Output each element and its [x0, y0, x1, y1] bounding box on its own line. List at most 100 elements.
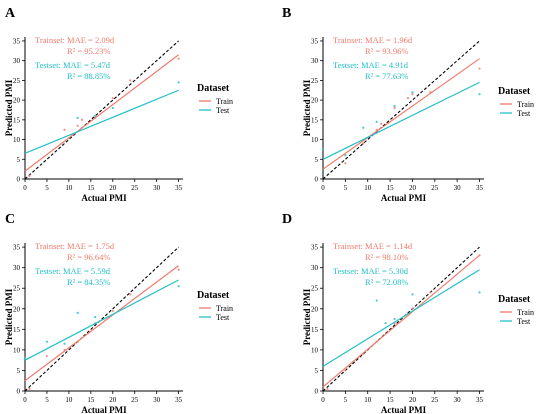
- y-axis-title: Predicted PMI: [302, 79, 312, 136]
- test-point: [45, 340, 49, 343]
- annotation-mae: Trainset: MAE = 1.14d: [333, 241, 413, 251]
- x-axis-title: Actual PMI: [381, 405, 427, 414]
- y-tick-label: 25: [13, 77, 21, 85]
- train-point: [375, 128, 378, 131]
- annotation-r2: R² = 95.23%: [67, 46, 110, 56]
- train-point: [380, 122, 383, 125]
- x-tick-label: 15: [87, 396, 95, 404]
- legend-label-train: Train: [216, 304, 233, 313]
- x-tick-label: 0: [321, 184, 325, 192]
- x-tick-label: 25: [431, 396, 439, 404]
- test-point: [76, 311, 79, 314]
- panel-b: B 0 5 10 15 20 25 30 35 0 5 10 15 20 25 30 35 Actual PMI P…: [282, 6, 534, 203]
- test-point: [63, 342, 66, 345]
- test-point: [478, 291, 481, 294]
- x-tick-label: 20: [109, 396, 117, 404]
- identity-line: [24, 40, 179, 180]
- y-tick-label: 15: [13, 116, 21, 124]
- y-tick-label: 0: [17, 176, 21, 184]
- test-fit-line: [322, 81, 480, 160]
- x-tick-label: 25: [131, 396, 139, 404]
- legend-title: Dataset: [197, 83, 230, 94]
- test-fit-line: [24, 279, 179, 361]
- annotation-r2: R² = 72.08%: [365, 277, 408, 287]
- test-point: [375, 120, 378, 123]
- y-tick-label: 10: [13, 136, 21, 144]
- y-tick-label: 35: [13, 244, 21, 252]
- test-point: [344, 154, 347, 157]
- test-fit-line: [24, 89, 179, 154]
- test-point: [411, 91, 414, 94]
- x-tick-label: 0: [321, 396, 325, 404]
- x-tick-label: 5: [45, 396, 49, 404]
- train-point: [478, 254, 481, 257]
- panel-letter: A: [5, 6, 16, 21]
- train-point: [80, 118, 84, 121]
- y-tick-label: 5: [17, 156, 21, 164]
- x-tick-label: 20: [109, 184, 117, 192]
- legend-label-test: Test: [517, 109, 531, 118]
- x-tick-label: 10: [364, 396, 372, 404]
- train-fit-line: [322, 58, 480, 170]
- test-point: [478, 93, 481, 96]
- y-tick-label: 35: [311, 37, 319, 45]
- train-point: [344, 162, 347, 165]
- y-tick-label: 20: [13, 305, 21, 313]
- test-point: [393, 317, 396, 321]
- panel-d: D 0 5 10 15 20 25 30 35 0 5 10 15 20 25 30 35 Actual PMI P…: [282, 212, 534, 414]
- y-tick-label: 25: [311, 285, 319, 293]
- x-tick-label: 10: [364, 184, 372, 192]
- annotation-mae: Testset: MAE = 5.59d: [35, 266, 111, 276]
- legend-title: Dataset: [498, 86, 531, 97]
- test-point: [94, 315, 97, 319]
- legend-title: Dataset: [498, 294, 531, 305]
- y-tick-label: 10: [311, 136, 319, 144]
- y-tick-label: 25: [13, 285, 21, 293]
- train-point: [344, 369, 347, 372]
- train-point: [76, 340, 79, 343]
- train-point: [76, 124, 79, 127]
- train-point: [45, 354, 49, 358]
- y-tick-label: 10: [311, 346, 319, 354]
- y-tick-label: 15: [311, 326, 319, 334]
- train-point: [393, 106, 396, 110]
- train-point: [94, 116, 97, 119]
- y-tick-label: 0: [315, 388, 319, 396]
- test-point: [111, 106, 114, 110]
- x-tick-label: 35: [476, 184, 484, 192]
- y-tick-label: 30: [13, 264, 21, 272]
- legend-label-train: Train: [517, 100, 534, 109]
- test-point: [76, 116, 79, 119]
- test-point: [411, 293, 414, 296]
- test-point: [321, 148, 325, 151]
- x-tick-label: 15: [387, 184, 395, 192]
- legend-label-train: Train: [517, 308, 534, 317]
- test-point: [94, 114, 97, 117]
- y-tick-label: 20: [13, 97, 21, 105]
- x-tick-label: 30: [454, 396, 462, 404]
- train-point: [326, 387, 329, 391]
- x-tick-label: 5: [45, 184, 49, 192]
- train-point: [406, 97, 410, 100]
- train-point: [429, 91, 432, 94]
- annotation-mae: Testset: MAE = 5.47d: [35, 60, 111, 70]
- test-point: [177, 285, 180, 288]
- train-point: [28, 174, 31, 177]
- test-point: [23, 357, 27, 360]
- y-tick-label: 5: [315, 156, 319, 164]
- y-tick-label: 20: [311, 305, 319, 313]
- x-tick-label: 30: [454, 184, 462, 192]
- x-tick-label: 35: [175, 184, 183, 192]
- annotation-mae: Trainset: MAE = 1.96d: [333, 35, 413, 45]
- y-tick-label: 5: [17, 367, 21, 375]
- train-point: [362, 142, 365, 145]
- annotation-mae: Trainset: MAE = 2.09d: [35, 35, 115, 45]
- x-tick-label: 35: [175, 396, 183, 404]
- y-tick-label: 30: [311, 57, 319, 65]
- annotation-mae: Testset: MAE = 5.30d: [333, 266, 409, 276]
- panel-a: A 0 5 10 15 20 25 30 35 0 5 10 15 20 25 30 35 Actual PMI P…: [4, 6, 233, 203]
- train-point: [111, 309, 114, 312]
